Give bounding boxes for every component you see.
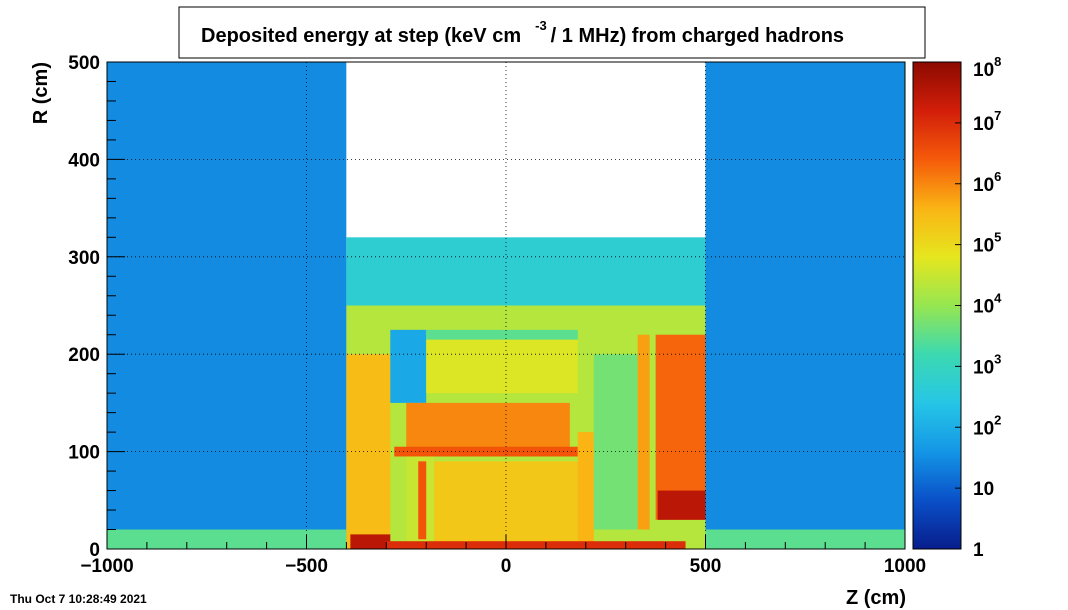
- heatmap-region-19: [637, 334, 650, 530]
- x-axis-ticks: −1000 −500 0 500 1000: [80, 535, 926, 577]
- x-axis-label: Z (cm): [846, 587, 906, 609]
- title-exponent: -3: [535, 18, 547, 33]
- heatmap-region-0: [107, 62, 347, 549]
- y-axis-ticks: 0 100 200 300 400 500: [68, 53, 125, 561]
- colorbar-label-exponent: 4: [994, 291, 1002, 306]
- heatmap-region-13: [394, 446, 578, 457]
- x-tick-label: −500: [285, 556, 328, 577]
- colorbar-label-base: 10: [973, 236, 994, 257]
- x-tick-label: 500: [690, 556, 722, 577]
- y-tick-label: 200: [68, 345, 100, 366]
- colorbar-label-base: 1: [973, 540, 984, 561]
- heatmap-region-22: [386, 541, 686, 549]
- colorbar-fill: [912, 61, 962, 550]
- timestamp: Thu Oct 7 10:28:49 2021: [10, 592, 147, 606]
- colorbar-label: 103: [973, 351, 1001, 378]
- colorbar-label: 10: [973, 479, 994, 500]
- colorbar-label-base: 10: [973, 114, 994, 135]
- heatmap-region-18: [593, 354, 638, 530]
- colorbar-label: 107: [973, 108, 1001, 135]
- colorbar-label: 108: [973, 54, 1001, 81]
- heatmap-region-3: [705, 529, 905, 549]
- title-suffix: / 1 MHz) from charged hadrons: [551, 25, 844, 47]
- colorbar-label-exponent: 6: [994, 169, 1001, 184]
- heatmap-region-7: [346, 354, 391, 549]
- colorbar-label-base: 10: [973, 175, 994, 196]
- heatmap-region-9: [390, 329, 427, 403]
- colorbar-label-base: 10: [973, 297, 994, 318]
- y-tick-label: 300: [68, 248, 100, 269]
- heatmap-region-15: [418, 461, 427, 540]
- y-tick-label: 100: [68, 443, 100, 464]
- x-tick-label: −1000: [80, 556, 133, 577]
- heatmap-region-20: [655, 334, 706, 520]
- grid: [107, 62, 905, 549]
- heatmap-region-2: [107, 529, 347, 549]
- heatmap-region-8: [350, 534, 391, 549]
- colorbar-label-exponent: 5: [994, 230, 1001, 245]
- y-tick-label: 500: [68, 53, 100, 74]
- colorbar-label-exponent: 7: [994, 108, 1001, 123]
- plot-area: −1000 −500 0 500 1000 0 100 200 300 400 500: [68, 53, 926, 577]
- colorbar-label: 106: [973, 169, 1001, 196]
- heatmap-region-5: [346, 237, 706, 306]
- colorbar-label: 104: [973, 291, 1002, 318]
- colorbar-label-base: 10: [973, 357, 994, 378]
- heatmap-region-17: [577, 432, 594, 549]
- title-prefix: Deposited energy at step (keV cm: [201, 25, 521, 47]
- colorbar-label-base: 10: [973, 479, 994, 500]
- y-tick-label: 400: [68, 150, 100, 171]
- colorbar-label-exponent: 3: [994, 351, 1001, 366]
- heatmap-region-1: [705, 62, 905, 549]
- heatmap-region-11: [426, 329, 578, 340]
- colorbar-label: 1: [973, 540, 984, 561]
- y-tick-label: 0: [89, 540, 100, 561]
- heatmap-region-21: [657, 490, 706, 520]
- heatmap-region-10: [426, 339, 578, 394]
- colorbar-label-base: 10: [973, 60, 994, 81]
- colorbar-label-exponent: 8: [994, 54, 1001, 69]
- x-tick-label: 1000: [884, 556, 926, 577]
- colorbar-label-exponent: 2: [994, 412, 1001, 427]
- x-tick-label: 0: [501, 556, 512, 577]
- colorbar-label: 105: [973, 230, 1001, 257]
- heatmap-region-12: [406, 402, 570, 452]
- heatmap-region-4: [346, 62, 706, 257]
- y-axis-label: R (cm): [30, 62, 52, 124]
- chart-title: Deposited energy at step (keV cm -3 / 1 MH…: [201, 18, 844, 47]
- title-box: Deposited energy at step (keV cm -3 / 1 MH…: [178, 6, 926, 59]
- colorbar-label: 102: [973, 412, 1001, 439]
- heatmap-cells: [107, 62, 905, 549]
- colorbar-label-base: 10: [973, 418, 994, 439]
